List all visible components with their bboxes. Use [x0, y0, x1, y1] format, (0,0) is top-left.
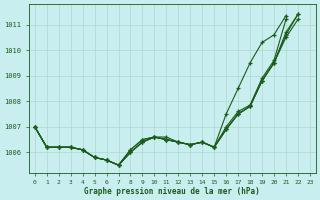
X-axis label: Graphe pression niveau de la mer (hPa): Graphe pression niveau de la mer (hPa) — [84, 187, 260, 196]
